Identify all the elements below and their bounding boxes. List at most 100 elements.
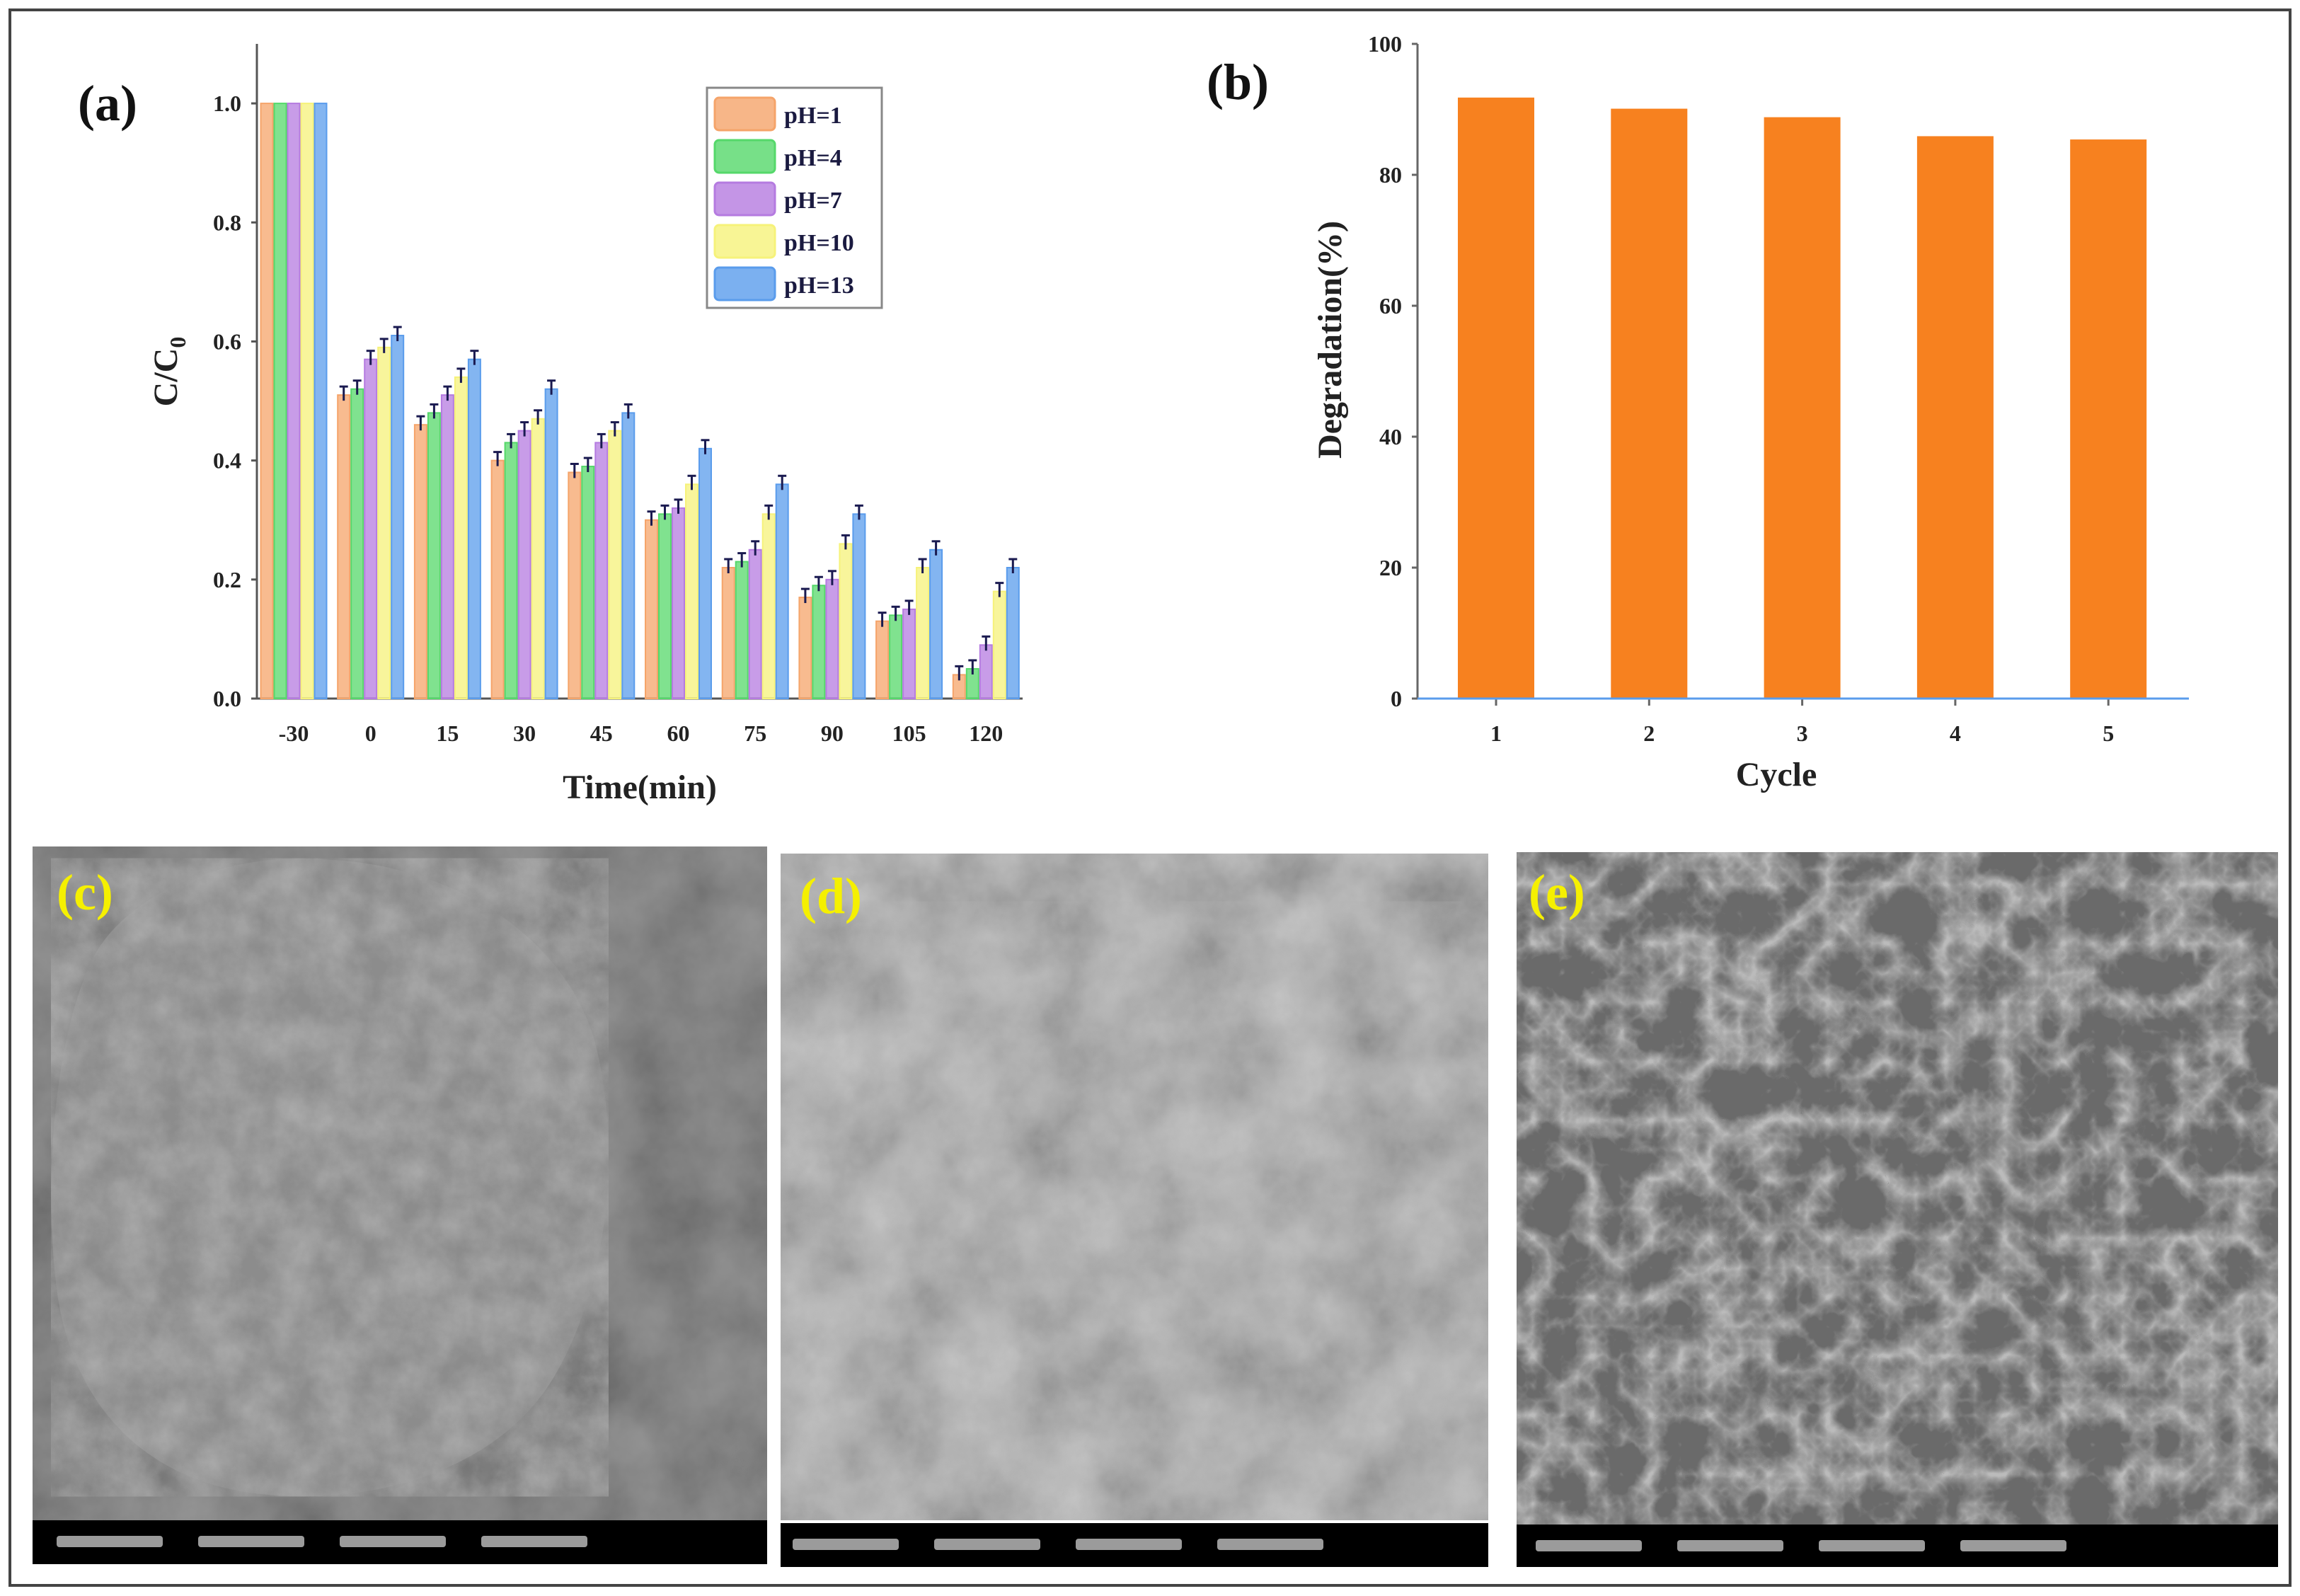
legend-swatch (713, 96, 776, 132)
bar-pH=1 (490, 459, 505, 699)
sem-info-glyphs (340, 1536, 446, 1547)
bar-pH=4 (273, 103, 287, 700)
y-tick-label: 60 (1379, 293, 1402, 318)
sem-info-glyphs (1677, 1540, 1783, 1551)
y-tick-label: 0.8 (213, 209, 241, 235)
chart-a: 0.0 0.2 0.4 0.6 0.8 1.0 -30 0 15 30 45 60 75 90 105 120… (213, 44, 1023, 746)
bar-pH=13 (314, 103, 328, 700)
legend-swatch (713, 224, 776, 259)
bar-pH=7 (440, 394, 454, 699)
sem-image-d (781, 854, 1488, 1520)
panel-label-e: (e) (1529, 864, 1585, 921)
sem-info-glyphs (793, 1539, 899, 1550)
sem-info-glyphs (934, 1539, 1040, 1550)
bar-cycle-4 (1916, 136, 1994, 699)
bar-pH=7 (979, 644, 993, 699)
bar-pH=1 (798, 597, 812, 700)
bar-pH=7 (517, 430, 531, 699)
bar-pH=10 (685, 483, 698, 699)
bar-pH=7 (287, 103, 301, 700)
y-tick-label: 0.6 (213, 328, 241, 354)
legend: pH=1 pH=4 pH=7 pH=10 pH=13 (706, 86, 883, 309)
bar-pH=13 (391, 335, 405, 699)
y-tick-label: 0.4 (213, 448, 241, 473)
y-tick-label: 1.0 (213, 91, 241, 116)
panel-label-c: (c) (57, 864, 113, 921)
x-tick-label: 2 (1643, 721, 1655, 746)
bar-pH=13 (929, 549, 943, 699)
chart-b: 0 20 40 60 80 100 1 2 3 4 5 (1368, 31, 2189, 746)
bar-pH=10 (377, 346, 391, 699)
bar-pH=10 (992, 590, 1006, 699)
panel-label-d: (d) (800, 868, 862, 924)
legend-swatch (713, 266, 776, 302)
sem-info-glyphs (1076, 1539, 1182, 1550)
x-tick-label: 45 (590, 721, 613, 746)
bar-pH=4 (658, 513, 672, 699)
x-tick-label: 120 (969, 721, 1003, 746)
y-tick-label: 0.2 (213, 567, 241, 592)
bar-pH=10 (839, 543, 853, 700)
bar-pH=13 (698, 447, 712, 699)
bar-cycle-5 (2070, 139, 2147, 699)
y-tick-label: 0 (1391, 686, 1402, 711)
bar-pH=1 (875, 620, 890, 700)
bar-cycle-1 (1458, 97, 1534, 699)
bar-pH=7 (902, 608, 916, 700)
sem-image-c (33, 846, 767, 1520)
bar-pH=4 (812, 585, 826, 700)
bar-pH=1 (721, 567, 735, 699)
sem-info-glyphs (481, 1536, 587, 1547)
bar-pH=13 (621, 412, 636, 699)
legend-label: pH=10 (784, 230, 854, 256)
bar-pH=7 (748, 549, 762, 699)
legend-label: pH=1 (784, 103, 842, 129)
y-tick-label: 0.0 (213, 686, 241, 711)
bar-pH=13 (852, 513, 866, 699)
panel-label-b: (b) (1207, 54, 1269, 110)
bar-pH=10 (454, 376, 468, 700)
bar-pH=1 (645, 519, 658, 700)
y-tick-label: 20 (1379, 555, 1402, 580)
bar-pH=1 (413, 424, 427, 699)
x-tick-label: 60 (667, 721, 690, 746)
chart-a-x-axis-title: Time(min) (563, 769, 717, 806)
bar-cycle-2 (1611, 108, 1688, 699)
bar-pH=4 (581, 466, 595, 700)
bar-pH=10 (300, 103, 314, 700)
bar-pH=10 (608, 430, 622, 699)
legend-label: pH=7 (784, 188, 842, 214)
bar-pH=1 (260, 103, 274, 700)
bar-pH=4 (427, 412, 441, 699)
bar-pH=7 (825, 578, 839, 699)
sem-info-glyphs (1819, 1540, 1925, 1551)
chart-b-x-axis-title: Cycle (1736, 756, 1817, 793)
sem-image-e (1517, 852, 2278, 1525)
legend-swatch (713, 181, 776, 217)
y-tick-label: 40 (1379, 424, 1402, 449)
x-tick-label: 1 (1490, 721, 1502, 746)
sem-info-glyphs (1217, 1539, 1323, 1550)
y-tick-label: 80 (1379, 162, 1402, 188)
bar-pH=7 (672, 507, 685, 700)
x-tick-label: 0 (365, 721, 376, 746)
panel-label-a: (a) (78, 75, 137, 132)
bar-pH=4 (735, 561, 749, 699)
bar-pH=7 (364, 358, 378, 699)
x-tick-label: 30 (513, 721, 536, 746)
bar-pH=1 (337, 394, 351, 699)
x-tick-label: 15 (436, 721, 459, 746)
x-tick-label: -30 (279, 721, 309, 746)
bar-pH=10 (916, 567, 930, 699)
bar-cycle-3 (1764, 117, 1841, 699)
x-tick-label: 3 (1797, 721, 1808, 746)
sem-info-glyphs (1960, 1540, 2066, 1551)
bar-pH=13 (775, 483, 789, 699)
bar-pH=4 (889, 614, 903, 699)
figure-border (8, 8, 2292, 1587)
bar-pH=4 (504, 442, 518, 700)
x-tick-label: 105 (892, 721, 926, 746)
legend-swatch (713, 139, 776, 174)
legend-label: pH=4 (784, 145, 842, 171)
